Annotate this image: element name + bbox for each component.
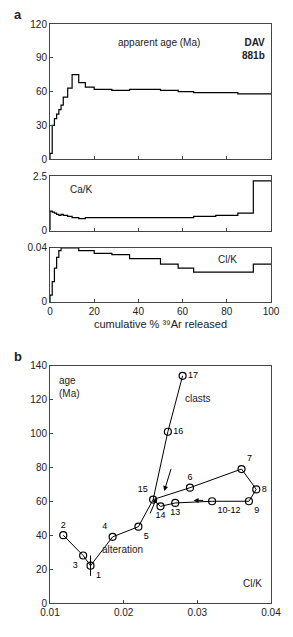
- svg-text:60: 60: [36, 496, 48, 507]
- svg-text:17: 17: [188, 370, 198, 380]
- svg-text:40: 40: [36, 530, 48, 541]
- svg-text:Cl/K: Cl/K: [243, 578, 262, 589]
- svg-text:40: 40: [133, 306, 145, 317]
- svg-text:0.02: 0.02: [114, 607, 134, 618]
- svg-text:0: 0: [41, 154, 47, 165]
- svg-text:100: 100: [30, 428, 47, 439]
- svg-text:0.01: 0.01: [40, 607, 60, 618]
- svg-text:9: 9: [254, 505, 259, 515]
- svg-text:6: 6: [187, 472, 192, 482]
- svg-text:15: 15: [138, 484, 148, 494]
- svg-text:0.03: 0.03: [188, 607, 208, 618]
- svg-text:140: 140: [30, 360, 47, 371]
- svg-text:clasts: clasts: [185, 393, 211, 404]
- svg-text:0: 0: [41, 598, 47, 609]
- svg-text:20: 20: [36, 564, 48, 575]
- svg-text:120: 120: [30, 19, 47, 30]
- svg-text:0: 0: [41, 225, 47, 236]
- svg-text:30: 30: [36, 120, 48, 131]
- svg-text:90: 90: [36, 52, 48, 63]
- svg-text:10-12: 10-12: [217, 505, 240, 515]
- svg-text:60: 60: [36, 86, 48, 97]
- svg-text:2: 2: [61, 520, 66, 530]
- svg-text:14: 14: [155, 510, 165, 520]
- svg-text:80: 80: [221, 306, 233, 317]
- svg-text:apparent age (Ma): apparent age (Ma): [118, 37, 200, 48]
- svg-text:0.04: 0.04: [28, 242, 48, 253]
- svg-text:0: 0: [41, 296, 47, 307]
- svg-text:2.5: 2.5: [33, 171, 47, 182]
- svg-text:5: 5: [144, 531, 149, 541]
- svg-text:13: 13: [170, 507, 180, 517]
- svg-text:120: 120: [30, 394, 47, 405]
- svg-text:b: b: [14, 349, 22, 364]
- svg-text:a: a: [14, 7, 22, 22]
- svg-text:3: 3: [73, 560, 78, 570]
- svg-text:7: 7: [247, 453, 252, 463]
- svg-text:16: 16: [173, 426, 183, 436]
- svg-text:60: 60: [177, 306, 189, 317]
- svg-text:0.04: 0.04: [261, 607, 281, 618]
- svg-text:cumulative % ³⁹Ar released: cumulative % ³⁹Ar released: [94, 318, 227, 330]
- svg-text:4: 4: [102, 521, 107, 531]
- svg-text:100: 100: [263, 306, 280, 317]
- svg-text:20: 20: [89, 306, 101, 317]
- svg-text:80: 80: [36, 462, 48, 473]
- svg-text:DAV881b: DAV881b: [242, 37, 265, 61]
- svg-text:alteration: alteration: [102, 544, 143, 555]
- svg-text:Ca/K: Ca/K: [70, 184, 93, 195]
- svg-text:1: 1: [96, 570, 101, 580]
- svg-text:8: 8: [262, 484, 267, 494]
- svg-text:age(Ma): age(Ma): [59, 375, 80, 399]
- svg-text:Cl/K: Cl/K: [218, 254, 237, 265]
- svg-text:0: 0: [47, 306, 53, 317]
